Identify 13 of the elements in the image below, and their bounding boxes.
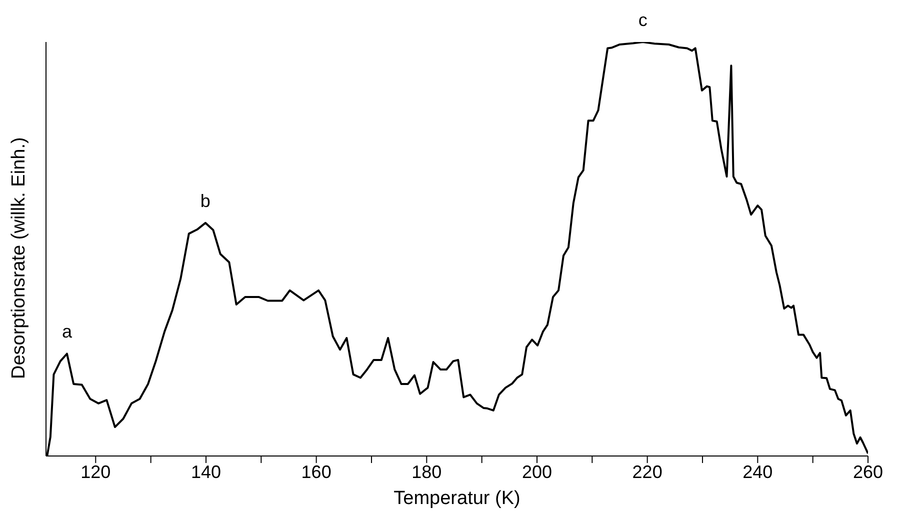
- x-tick-label: 160: [301, 462, 332, 482]
- annotation: a: [62, 322, 73, 342]
- x-tick-label: 260: [852, 462, 884, 482]
- x-axis-title: Temperatur (K): [394, 488, 520, 509]
- x-tick-label: 200: [522, 462, 552, 482]
- x-tick-label: 140: [190, 462, 222, 482]
- x-tick-label: 240: [742, 462, 773, 482]
- x-tick-label: 180: [412, 462, 442, 482]
- x-tick-label: 220: [632, 462, 662, 482]
- x-tick-label: 120: [80, 462, 111, 482]
- y-axis-title: Desorptionsrate (willk. Einh.): [8, 137, 30, 379]
- annotation: c: [638, 10, 648, 30]
- annotation: b: [200, 190, 210, 211]
